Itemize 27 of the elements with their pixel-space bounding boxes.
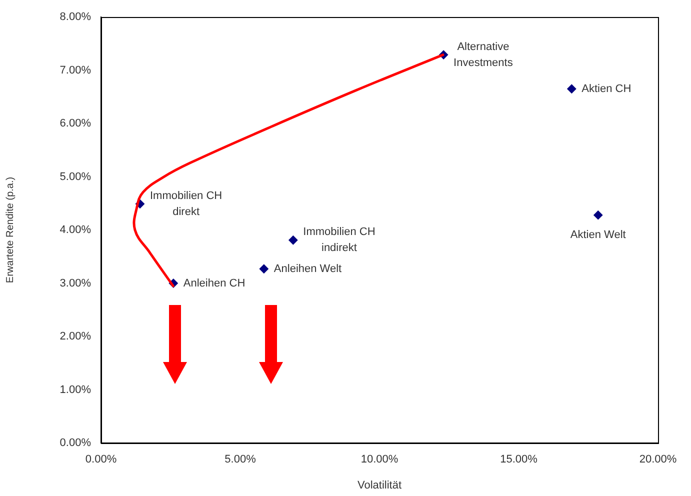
point	[594, 210, 603, 220]
x-tick-label: 0.00%	[85, 454, 117, 466]
y-tick-label: 8.00%	[60, 11, 92, 24]
y-tick-label: 0.00%	[60, 437, 92, 450]
annotation: Anleihen Welt	[274, 262, 342, 275]
y-tick-label: 4.00%	[60, 224, 92, 236]
x-tick-label: 15.00%	[500, 454, 538, 466]
annotation: Alternative Investments	[454, 40, 514, 69]
y-tick-label: 3.00%	[60, 277, 92, 290]
annotation: Aktien Welt	[570, 229, 626, 242]
y-tick-label: 1.00%	[60, 384, 92, 396]
annotation: Immobilien CH direkt	[150, 190, 222, 218]
y-tick-label: 6.00%	[60, 118, 92, 130]
y-tick-label: 7.00%	[60, 64, 92, 76]
annotation: Immobilien CH indirekt	[303, 226, 376, 254]
x-tick-label: 10.00%	[360, 454, 398, 466]
y-tick-label: 2.00%	[60, 330, 92, 343]
point	[567, 84, 576, 94]
annotation: Aktien CH	[582, 82, 632, 95]
y-tick-label: 5.00%	[60, 170, 92, 183]
x-tick-label: 20.00%	[639, 454, 677, 466]
annotation: Anleihen CH	[183, 277, 246, 290]
x-axis-title: Volatilität	[357, 479, 402, 492]
point	[259, 264, 268, 274]
y-axis-title: Erwartete Rendite (p.a.)	[4, 176, 16, 284]
x-tick-label: 5.00%	[224, 454, 256, 466]
point	[288, 236, 298, 245]
